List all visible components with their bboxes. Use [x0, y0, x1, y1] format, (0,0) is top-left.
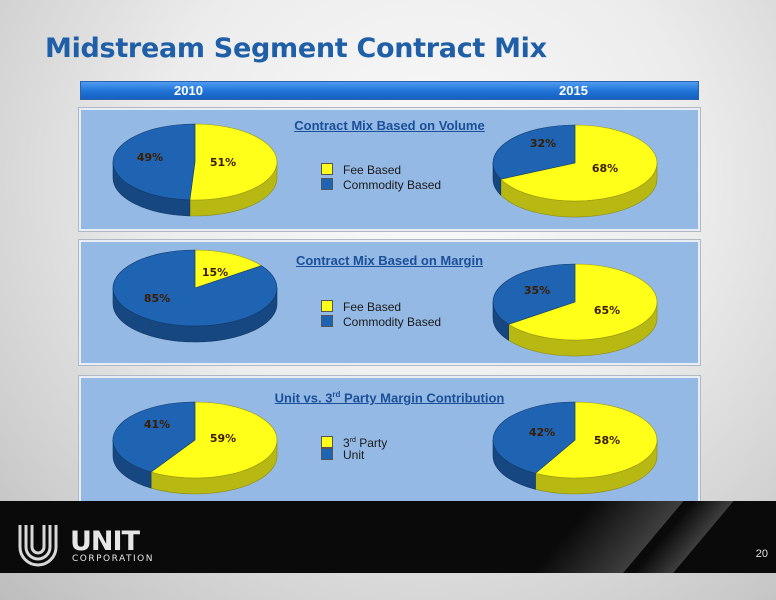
panel-margin-title: Contract Mix Based on Margin	[295, 253, 484, 268]
pie-1-label-1: 32%	[530, 137, 556, 150]
page-number: 20	[755, 548, 768, 560]
year-2010-label: 2010	[174, 83, 203, 98]
panel-volume-title: Contract Mix Based on Volume	[294, 118, 485, 133]
unit-logo-mark-icon	[18, 525, 58, 567]
pie-2-label-0: 15%	[202, 266, 228, 279]
logo-corporation-text: CORPORATION	[72, 554, 154, 564]
pie-4-slice-0	[150, 401, 278, 479]
pie-0-slice-1	[112, 123, 196, 201]
legend-swatch-blue	[321, 315, 333, 327]
pie-2-slice-0	[194, 249, 263, 289]
pie-3-label-0: 65%	[594, 304, 620, 317]
legend-swatch-yellow	[321, 300, 333, 312]
pie-1-slice-0	[500, 124, 658, 202]
legend-swatch-yellow	[321, 163, 333, 175]
pie-5-slice-0	[534, 401, 658, 479]
year-2015-label: 2015	[559, 83, 588, 98]
pie-3-slice-0	[507, 263, 658, 341]
legend-item-unit: Unit	[321, 448, 387, 463]
legend-item-commodity: Commodity Based	[321, 178, 441, 193]
footer-bar: UNIT CORPORATION 20	[0, 501, 776, 573]
pie-1-label-0: 68%	[592, 162, 618, 175]
pie-4-slice-1	[112, 401, 196, 473]
unit-corporation-logo: UNIT CORPORATION	[12, 521, 182, 569]
panel-volume-legend: Fee Based Commodity Based	[321, 163, 441, 193]
legend-swatch-blue	[321, 178, 333, 190]
legend-item-commodity: Commodity Based	[321, 315, 441, 330]
pie-4-label-1: 41%	[144, 418, 170, 431]
pie-5-label-1: 42%	[529, 426, 555, 439]
pie-5-label-0: 58%	[594, 434, 620, 447]
panel-margin-legend: Fee Based Commodity Based	[321, 300, 441, 330]
legend-item-third-party: 3rd Party	[321, 433, 387, 450]
panel-contribution-legend: 3rd Party Unit	[321, 433, 387, 463]
pie-0-label-1: 49%	[137, 151, 163, 164]
pie-1-slice-1	[492, 124, 576, 180]
panel-contribution-title: Unit vs. 3rd Party Margin Contribution	[274, 390, 505, 406]
legend-swatch-blue	[321, 448, 333, 460]
legend-item-fee: Fee Based	[321, 163, 441, 178]
legend-item-fee: Fee Based	[321, 300, 441, 315]
pie-2-label-1: 85%	[144, 292, 170, 305]
pie-5-slice-1	[492, 401, 576, 474]
pie-0-label-0: 51%	[210, 156, 236, 169]
logo-unit-text: UNIT	[70, 526, 140, 557]
pie-3-slice-1	[492, 263, 576, 325]
pie-2-slice-1	[112, 249, 278, 327]
slide-title: Midstream Segment Contract Mix	[45, 33, 547, 64]
year-header-bar: 2010 2015	[80, 81, 699, 100]
pie-4-label-0: 59%	[210, 432, 236, 445]
legend-swatch-yellow	[321, 436, 333, 448]
pie-3-label-1: 35%	[524, 284, 550, 297]
pie-0-slice-0	[189, 123, 278, 201]
